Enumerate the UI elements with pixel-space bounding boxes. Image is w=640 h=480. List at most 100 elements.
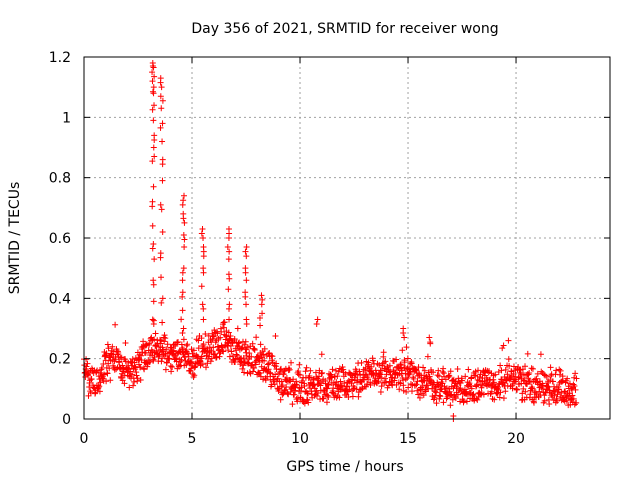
data-point [149, 78, 156, 85]
data-point [162, 366, 169, 373]
data-point [454, 391, 461, 398]
data-point [454, 365, 461, 372]
data-point [242, 269, 249, 276]
data-point [179, 289, 186, 296]
data-point [480, 391, 487, 398]
data-point [311, 382, 318, 389]
x-axis-label: GPS time / hours [286, 459, 403, 475]
data-point [400, 382, 407, 389]
data-point [302, 368, 309, 375]
data-point [554, 397, 561, 404]
x-tick-label: 0 [80, 431, 89, 447]
data-point [500, 395, 507, 402]
data-point [556, 371, 563, 378]
data-point [277, 366, 284, 373]
data-point [200, 305, 207, 312]
data-point [554, 388, 561, 395]
data-point [158, 337, 165, 344]
data-point [188, 365, 195, 372]
data-point [334, 373, 341, 380]
data-point [541, 397, 548, 404]
data-point [452, 395, 459, 402]
data-point [293, 378, 300, 385]
data-point [293, 381, 300, 388]
data-point [357, 372, 364, 379]
data-point [243, 301, 250, 308]
data-point [162, 335, 169, 342]
data-point [225, 329, 232, 336]
data-point [349, 393, 356, 400]
data-point [207, 358, 214, 365]
data-point [200, 235, 207, 241]
data-point [386, 362, 393, 369]
data-point [159, 138, 166, 145]
data-point [400, 377, 407, 384]
data-point [301, 400, 308, 407]
data-point [514, 386, 521, 393]
data-point [279, 382, 286, 389]
data-point [404, 355, 411, 362]
data-point [150, 117, 157, 124]
data-point [341, 380, 348, 387]
data-point [364, 380, 371, 387]
data-point [380, 349, 387, 356]
data-point [303, 396, 310, 403]
data-point [313, 373, 320, 380]
data-point [378, 383, 385, 390]
data-point [370, 371, 377, 378]
data-point [179, 330, 186, 337]
data-point [198, 353, 205, 360]
data-point [181, 244, 188, 251]
data-point [328, 374, 335, 381]
x-tick-label: 15 [399, 431, 417, 447]
data-point [195, 345, 202, 352]
data-point [107, 377, 114, 384]
data-point [133, 372, 140, 379]
data-point [84, 360, 91, 367]
data-point [504, 371, 511, 378]
data-point [375, 378, 382, 385]
data-point [289, 401, 296, 408]
data-point [431, 394, 438, 401]
data-point [468, 385, 475, 392]
data-point [451, 393, 458, 400]
data-point [225, 235, 232, 241]
data-point [159, 177, 166, 184]
data-point [269, 359, 276, 366]
data-point [301, 382, 308, 389]
data-point [274, 375, 281, 382]
data-point [526, 369, 533, 376]
data-point [324, 392, 331, 399]
data-point [277, 396, 284, 403]
data-point [213, 354, 220, 361]
data-point [151, 136, 158, 143]
data-point [363, 383, 370, 390]
data-point [202, 330, 209, 337]
y-tick-label: 1 [62, 110, 71, 126]
data-point [225, 256, 232, 263]
data-point [179, 277, 186, 284]
data-point [563, 397, 570, 404]
data-point [141, 366, 148, 373]
data-point [272, 333, 279, 340]
data-point [402, 376, 409, 383]
data-point [157, 254, 164, 261]
data-point [500, 379, 507, 386]
data-point [135, 361, 142, 368]
data-point [149, 69, 156, 76]
data-point [470, 391, 477, 398]
data-point [226, 305, 233, 312]
data-point [241, 369, 248, 376]
data-point [506, 362, 513, 369]
data-point [198, 283, 205, 290]
data-point [179, 293, 186, 300]
data-point [256, 370, 263, 377]
data-point [220, 324, 227, 331]
data-point [449, 377, 456, 384]
data-point [403, 388, 410, 395]
data-point [318, 351, 325, 358]
data-point [420, 364, 427, 371]
data-point [178, 316, 185, 323]
data-point [158, 358, 165, 365]
data-point [204, 360, 211, 367]
